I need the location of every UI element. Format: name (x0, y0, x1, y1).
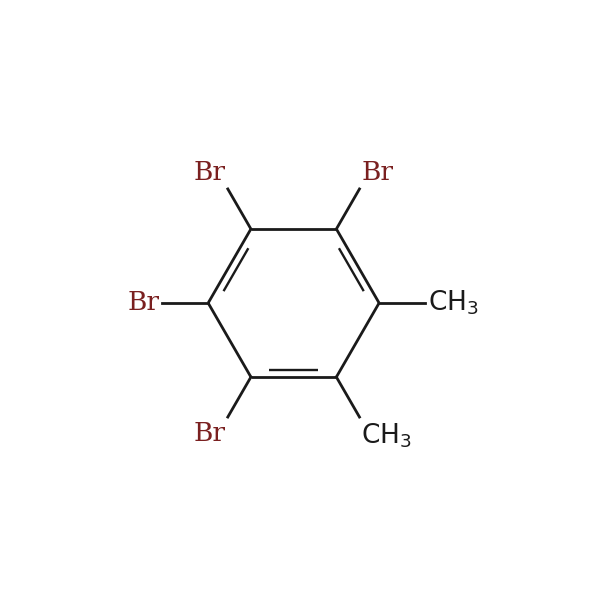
Text: Br: Br (361, 160, 394, 185)
Text: Br: Br (127, 290, 159, 316)
Text: $\mathrm{CH_3}$: $\mathrm{CH_3}$ (361, 422, 412, 450)
Text: Br: Br (194, 160, 226, 185)
Text: Br: Br (194, 421, 226, 446)
Text: $\mathrm{CH_3}$: $\mathrm{CH_3}$ (428, 289, 479, 317)
